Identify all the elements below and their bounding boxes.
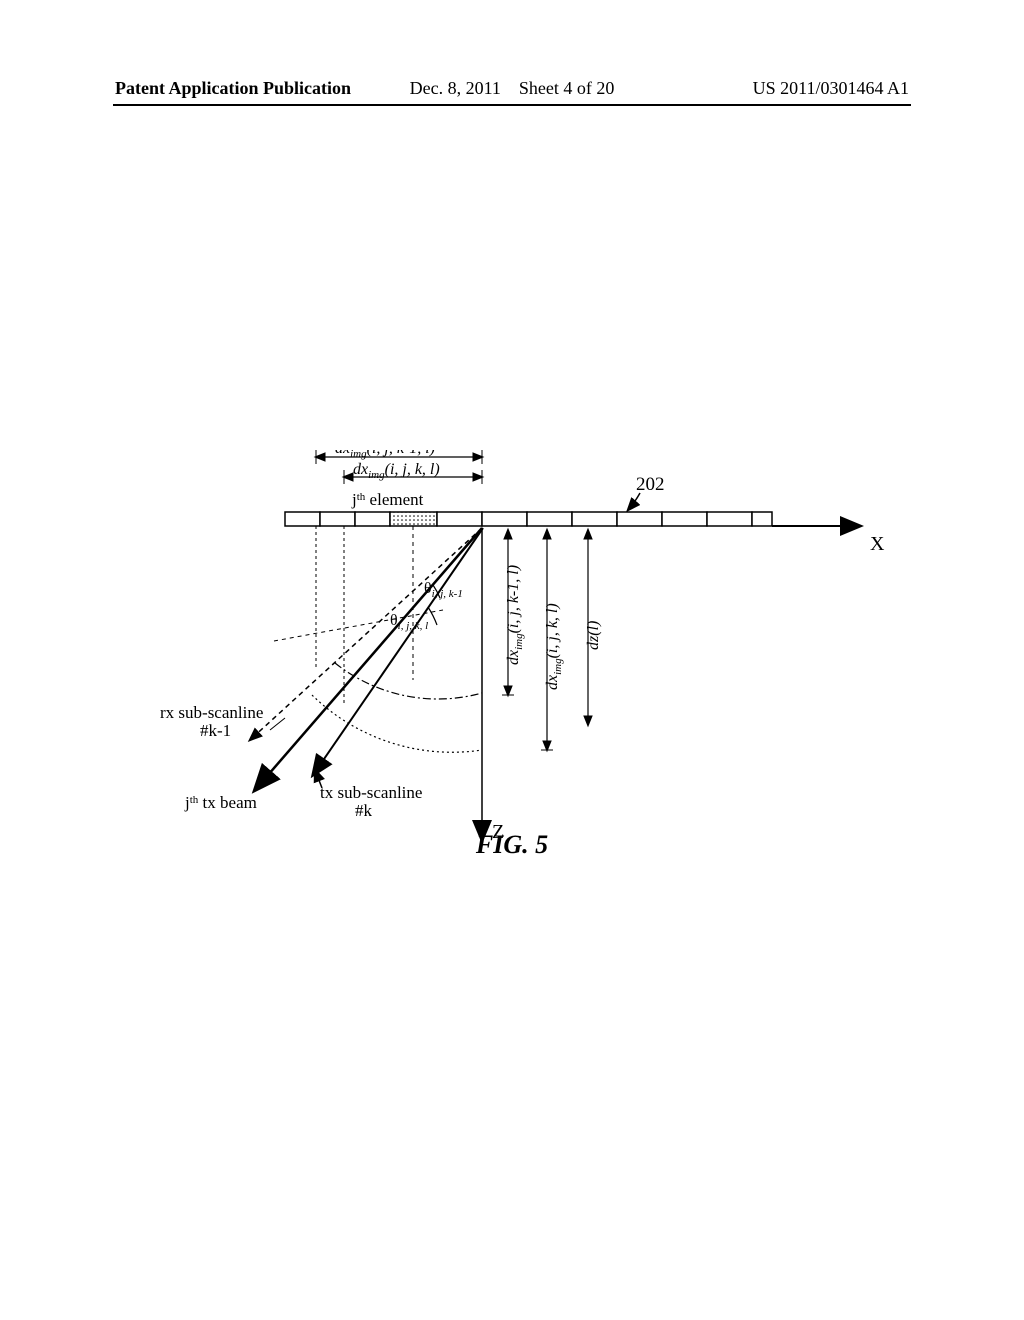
dz-label: dz(l) — [585, 621, 602, 650]
ref-202: 202 — [636, 474, 665, 495]
jth-tx-beam — [255, 528, 482, 790]
rx-sub-scanline — [250, 528, 482, 740]
rx-scanline-label: rx sub-scanline #k-1 — [160, 703, 268, 740]
dx-k-vert-label: dximg(i, j, k, l) — [544, 603, 564, 690]
jth-element-label: jth element — [351, 490, 424, 509]
jth-tx-beam-label: jth tx beam — [184, 793, 257, 812]
theta-k-arc — [428, 607, 437, 625]
transducer-array — [285, 512, 772, 526]
dx-k1-label: dximg(i, j, k-1, l) — [335, 450, 435, 460]
figure-svg: X Z 202 jth element dximg(i, j, k-1, l) … — [140, 450, 890, 890]
tx-sub-scanline-k — [313, 528, 483, 775]
theta-k1-label: θi, j, k-1 — [424, 580, 463, 600]
header-center: Dec. 8, 2011 Sheet 4 of 20 — [410, 78, 615, 99]
header-rule — [113, 104, 911, 106]
figure-5: X Z 202 jth element dximg(i, j, k-1, l) … — [140, 450, 890, 890]
figure-label: FIG. 5 — [0, 830, 1024, 860]
page-header: Patent Application Publication Dec. 8, 2… — [0, 78, 1024, 99]
header-right: US 2011/0301464 A1 — [753, 78, 909, 99]
dx-k1-vert-label: dximg(i, j, k-1, l) — [505, 565, 525, 665]
jth-element — [390, 512, 437, 526]
x-axis-label: X — [870, 533, 885, 555]
header-left: Patent Application Publication — [115, 78, 351, 99]
tx-scanline-label: tx sub-scanline #k — [320, 783, 427, 820]
dx-k-label: dximg(i, j, k, l) — [353, 461, 440, 481]
